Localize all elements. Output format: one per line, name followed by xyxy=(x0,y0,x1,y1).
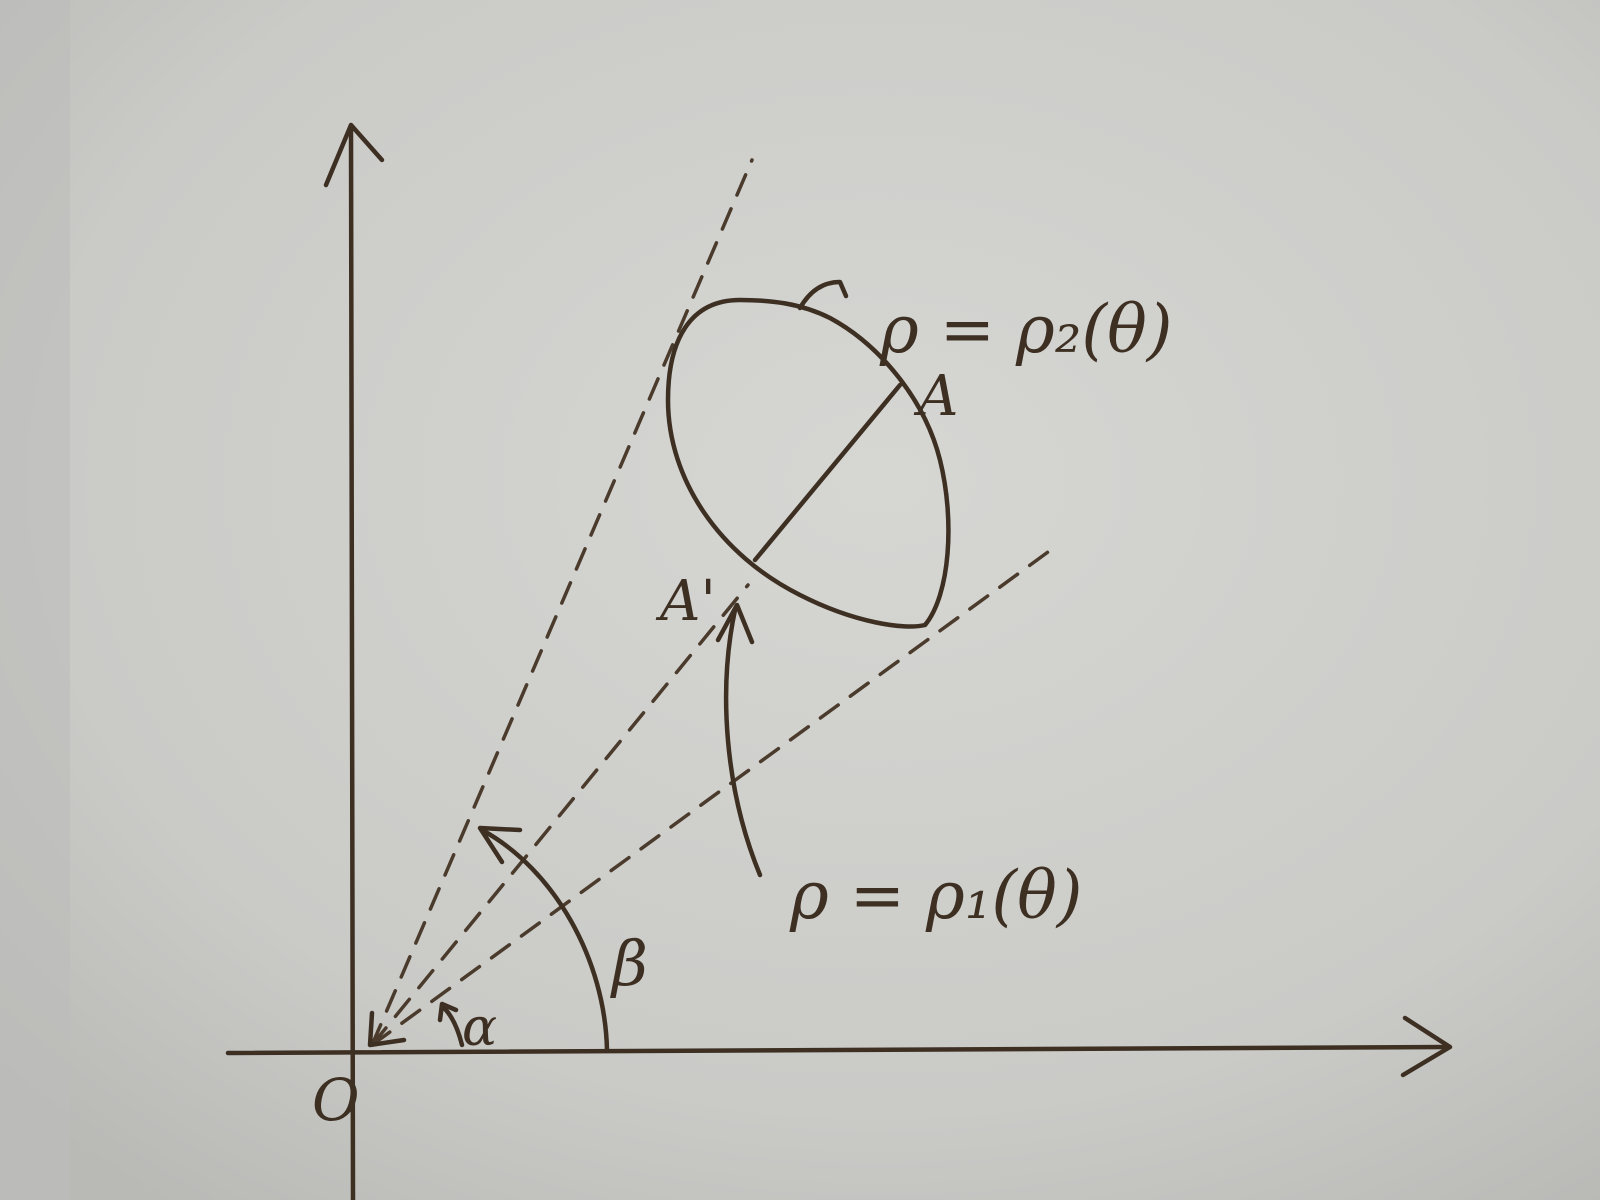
x-axis xyxy=(225,1015,1453,1078)
segment-a-prime-a xyxy=(752,382,903,563)
ray-alpha xyxy=(370,550,1050,1047)
top-curved-arrow xyxy=(797,279,849,311)
angle-beta-arc xyxy=(479,827,610,1053)
point-a-prime-label: A' xyxy=(655,569,716,634)
outer-curve-label: ρ = ρ₂(θ) xyxy=(879,291,1173,368)
ray-beta xyxy=(370,158,754,1047)
origin-arrowhead xyxy=(367,1010,407,1048)
origin-label: O xyxy=(312,1066,360,1134)
angle-beta-label: β xyxy=(610,927,648,1000)
ray-theta xyxy=(370,583,750,1047)
inner-curve-label: ρ = ρ₁(θ) xyxy=(789,857,1083,934)
angle-alpha-arc xyxy=(439,1003,465,1048)
angle-alpha-label: α xyxy=(462,998,497,1058)
region-boundary xyxy=(665,297,951,629)
paper-left-edge xyxy=(0,0,70,1200)
point-a-label: A xyxy=(913,364,958,429)
y-axis xyxy=(323,122,385,1200)
pointer-arrow-inner xyxy=(723,607,763,878)
